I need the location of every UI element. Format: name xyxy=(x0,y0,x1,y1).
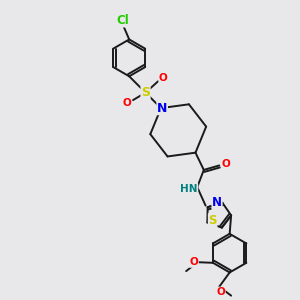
Text: O: O xyxy=(122,98,131,108)
Text: S: S xyxy=(141,86,150,99)
Text: HN: HN xyxy=(180,184,198,194)
Text: O: O xyxy=(216,287,225,297)
Text: Cl: Cl xyxy=(116,14,129,27)
Text: N: N xyxy=(212,196,222,209)
Text: S: S xyxy=(208,214,217,227)
Text: O: O xyxy=(221,159,230,169)
Text: O: O xyxy=(190,257,198,267)
Text: N: N xyxy=(157,102,167,115)
Text: O: O xyxy=(159,74,168,83)
